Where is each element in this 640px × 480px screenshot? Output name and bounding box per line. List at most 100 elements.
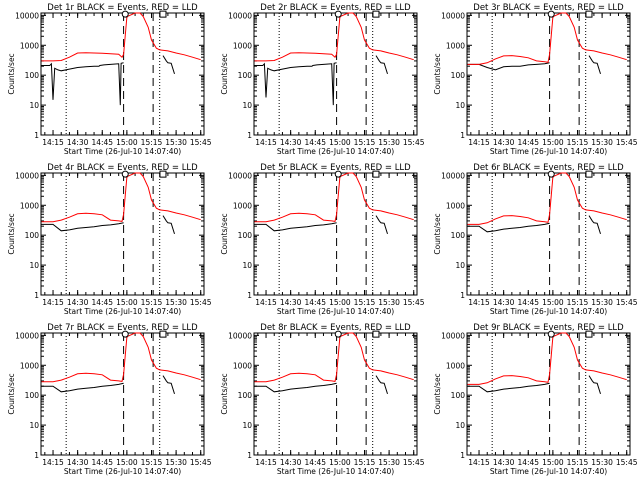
y-tick-label: 10 bbox=[29, 261, 39, 270]
y-tick-label: 100 bbox=[451, 71, 466, 80]
x-tick-label: 14:45 bbox=[304, 298, 326, 307]
x-tick-label: 14:45 bbox=[91, 458, 113, 467]
y-axis-label: Counts/sec bbox=[220, 53, 229, 94]
x-tick-label: 14:45 bbox=[91, 298, 113, 307]
panel-4: Det 4r BLACK = Events, RED = LLD 1 10 100 10… bbox=[7, 163, 212, 316]
x-tick-label: 14:30 bbox=[493, 458, 515, 467]
events-segment-line bbox=[375, 375, 388, 395]
y-tick-label: 1000 bbox=[233, 201, 252, 210]
events-series-line bbox=[467, 62, 550, 71]
y-tick-label: 10000 bbox=[228, 331, 252, 340]
x-tick-label: 15:30 bbox=[165, 298, 187, 307]
x-tick-label: 15:30 bbox=[591, 298, 613, 307]
y-tick-label: 1000 bbox=[233, 361, 252, 370]
plot-frame bbox=[40, 332, 205, 456]
x-tick-label: 15:45 bbox=[190, 458, 212, 467]
x-tick-label: 14:30 bbox=[67, 458, 89, 467]
y-tick-label: 10 bbox=[242, 261, 252, 270]
x-axis-label: Start Time (26-Jul-10 14:07:40) bbox=[490, 467, 607, 476]
square-marker bbox=[159, 330, 167, 338]
square-marker bbox=[372, 10, 380, 18]
y-tick-label: 1000 bbox=[20, 361, 39, 370]
y-tick-label: 10000 bbox=[441, 171, 465, 180]
circle-marker bbox=[334, 170, 342, 178]
x-tick-label: 15:30 bbox=[378, 458, 400, 467]
x-tick-label: 15:15 bbox=[567, 458, 589, 467]
x-tick-label: 15:30 bbox=[165, 458, 187, 467]
events-series-line bbox=[467, 382, 550, 393]
y-tick-label: 10 bbox=[29, 421, 39, 430]
panel-6: Det 6r BLACK = Events, RED = LLD 1 10 100 10… bbox=[433, 163, 638, 316]
x-tick-label: 15:30 bbox=[591, 138, 613, 147]
x-tick-label: 14:45 bbox=[517, 298, 539, 307]
y-axis-label: Counts/sec bbox=[7, 213, 16, 254]
lld-series-line bbox=[254, 332, 414, 383]
x-tick-label: 14:30 bbox=[67, 298, 89, 307]
x-axis-label: Start Time (26-Jul-10 14:07:40) bbox=[277, 147, 394, 156]
y-tick-label: 10 bbox=[455, 101, 465, 110]
plot-frame bbox=[40, 12, 205, 136]
lld-series-line bbox=[467, 12, 627, 65]
x-tick-label: 15:00 bbox=[116, 458, 138, 467]
x-tick-label: 15:45 bbox=[190, 138, 212, 147]
y-tick-label: 10000 bbox=[441, 11, 465, 20]
x-tick-label: 15:00 bbox=[542, 298, 564, 307]
y-tick-label: 1 bbox=[247, 451, 252, 460]
y-tick-label: 10 bbox=[455, 261, 465, 270]
events-segment-line bbox=[588, 375, 601, 395]
events-series-line bbox=[41, 382, 124, 393]
events-series-line bbox=[41, 222, 124, 232]
x-tick-label: 14:30 bbox=[493, 138, 515, 147]
y-axis-label: Counts/sec bbox=[433, 373, 442, 414]
circle-marker bbox=[547, 170, 555, 178]
y-tick-label: 1000 bbox=[20, 201, 39, 210]
x-tick-label: 15:15 bbox=[354, 298, 376, 307]
x-axis-label: Start Time (26-Jul-10 14:07:40) bbox=[64, 307, 181, 316]
x-tick-label: 15:15 bbox=[567, 138, 589, 147]
x-axis-label: Start Time (26-Jul-10 14:07:40) bbox=[277, 307, 394, 316]
x-tick-label: 15:15 bbox=[141, 138, 163, 147]
square-marker bbox=[372, 330, 380, 338]
x-tick-label: 15:45 bbox=[190, 298, 212, 307]
x-tick-label: 14:15 bbox=[255, 458, 277, 467]
lld-series-line bbox=[467, 332, 627, 385]
x-tick-label: 15:15 bbox=[141, 458, 163, 467]
circle-marker bbox=[121, 170, 129, 178]
panel-5: Det 5r BLACK = Events, RED = LLD 1 10 100 10… bbox=[220, 163, 425, 316]
x-tick-label: 14:15 bbox=[468, 458, 490, 467]
plot-frame bbox=[40, 172, 205, 296]
x-tick-label: 14:45 bbox=[91, 138, 113, 147]
square-marker bbox=[372, 170, 380, 178]
plot-frame bbox=[466, 12, 631, 136]
y-tick-label: 100 bbox=[238, 71, 253, 80]
x-axis-label: Start Time (26-Jul-10 14:07:40) bbox=[277, 467, 394, 476]
circle-marker bbox=[334, 10, 342, 18]
panel-title: Det 6r BLACK = Events, RED = LLD bbox=[473, 163, 624, 173]
y-axis-label: Counts/sec bbox=[433, 213, 442, 254]
x-tick-label: 15:45 bbox=[616, 458, 638, 467]
y-tick-label: 10000 bbox=[15, 171, 39, 180]
x-tick-label: 15:45 bbox=[403, 138, 425, 147]
y-tick-label: 10 bbox=[29, 101, 39, 110]
x-tick-label: 15:30 bbox=[165, 138, 187, 147]
lld-series-line bbox=[254, 172, 414, 223]
circle-marker bbox=[121, 330, 129, 338]
x-tick-label: 15:00 bbox=[542, 138, 564, 147]
y-axis-label: Counts/sec bbox=[220, 373, 229, 414]
y-tick-label: 1000 bbox=[446, 41, 465, 50]
plot-frame bbox=[466, 332, 631, 456]
lld-series-line bbox=[41, 12, 201, 62]
x-tick-label: 15:30 bbox=[378, 138, 400, 147]
panel-title: Det 8r BLACK = Events, RED = LLD bbox=[260, 323, 411, 333]
square-marker bbox=[585, 330, 593, 338]
square-marker bbox=[585, 170, 593, 178]
x-tick-label: 15:30 bbox=[591, 458, 613, 467]
y-tick-label: 100 bbox=[25, 71, 40, 80]
events-segment-line bbox=[162, 215, 175, 235]
x-tick-label: 14:15 bbox=[255, 298, 277, 307]
x-tick-label: 14:30 bbox=[493, 298, 515, 307]
x-tick-label: 15:15 bbox=[567, 298, 589, 307]
x-tick-label: 14:15 bbox=[468, 298, 490, 307]
x-tick-label: 14:15 bbox=[468, 138, 490, 147]
x-tick-label: 14:45 bbox=[517, 138, 539, 147]
